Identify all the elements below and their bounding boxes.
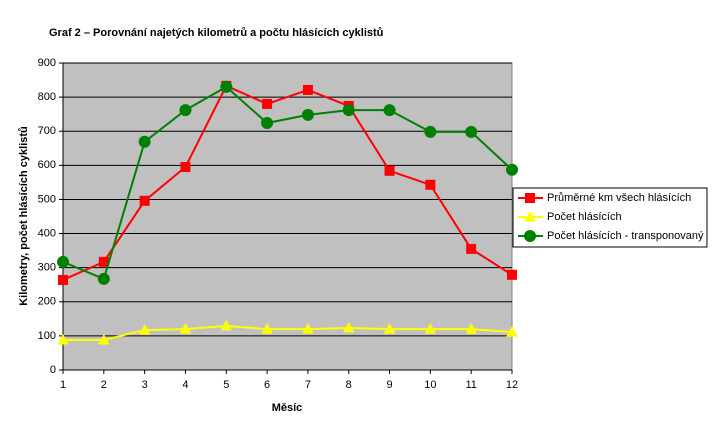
x-tick-label: 6 [264, 379, 270, 391]
marker [506, 163, 518, 176]
y-tick-label: 900 [38, 57, 56, 69]
legend-label: Průměrné km všech hlásících [547, 192, 691, 204]
series-line [63, 324, 513, 341]
legend-label: Počet hlásících - transponovaný [547, 230, 704, 242]
marker [302, 323, 314, 334]
y-axis-label: Kilometry, počet hlásících cyklistů [18, 126, 30, 306]
marker [97, 333, 110, 345]
x-axis-label: Měsíc [272, 402, 303, 414]
marker [342, 322, 355, 333]
legend-label: Počet hlásících [547, 211, 622, 223]
y-tick-label: 300 [38, 262, 56, 274]
marker [465, 125, 478, 138]
x-tick-label: 11 [465, 379, 476, 391]
marker [180, 162, 191, 173]
marker [342, 104, 355, 117]
x-tick-label: 2 [101, 379, 107, 391]
marker [424, 125, 437, 138]
y-tick-label: 0 [50, 364, 56, 376]
x-tick-label: 8 [346, 379, 352, 391]
marker [424, 323, 437, 334]
x-tick-label: 9 [386, 379, 392, 391]
marker [220, 319, 233, 331]
x-tick-label: 5 [223, 379, 229, 391]
y-tick-label: 700 [38, 125, 56, 137]
legend-box [512, 187, 708, 248]
marker [138, 324, 151, 335]
y-tick-label: 800 [38, 91, 56, 103]
marker [261, 117, 274, 130]
y-tick-label: 400 [38, 227, 56, 239]
chart-title: Graf 2 – Porovnání najetých kilometrů a … [49, 27, 383, 39]
marker [179, 104, 192, 117]
marker [220, 80, 233, 93]
y-tick-label: 200 [38, 296, 56, 308]
x-tick-label: 3 [142, 379, 148, 391]
marker [384, 165, 395, 176]
marker [465, 323, 478, 334]
marker [302, 84, 313, 95]
y-tick-label: 100 [38, 330, 56, 342]
series-line [62, 84, 513, 281]
x-tick-label: 7 [305, 379, 311, 391]
series-line [62, 85, 513, 281]
marker [524, 210, 536, 222]
marker [301, 108, 314, 121]
marker [507, 269, 517, 280]
marker [179, 323, 192, 334]
marker [524, 230, 536, 242]
x-tick-label: 12 [506, 379, 518, 391]
marker [383, 104, 396, 117]
x-tick-label: 10 [424, 379, 436, 391]
marker [425, 179, 436, 190]
marker [57, 255, 69, 268]
marker [261, 323, 273, 334]
marker [506, 326, 518, 337]
marker [466, 243, 477, 254]
x-tick-label: 1 [60, 379, 66, 391]
marker [97, 272, 110, 285]
y-tick-label: 500 [38, 193, 56, 205]
x-tick-label: 4 [182, 379, 188, 391]
marker [58, 274, 68, 285]
plot-area [62, 62, 513, 371]
marker [139, 195, 150, 206]
marker [57, 333, 69, 345]
y-tick-label: 600 [38, 159, 56, 171]
marker [383, 323, 396, 334]
marker [138, 135, 151, 148]
marker [262, 98, 273, 109]
marker [525, 193, 535, 203]
